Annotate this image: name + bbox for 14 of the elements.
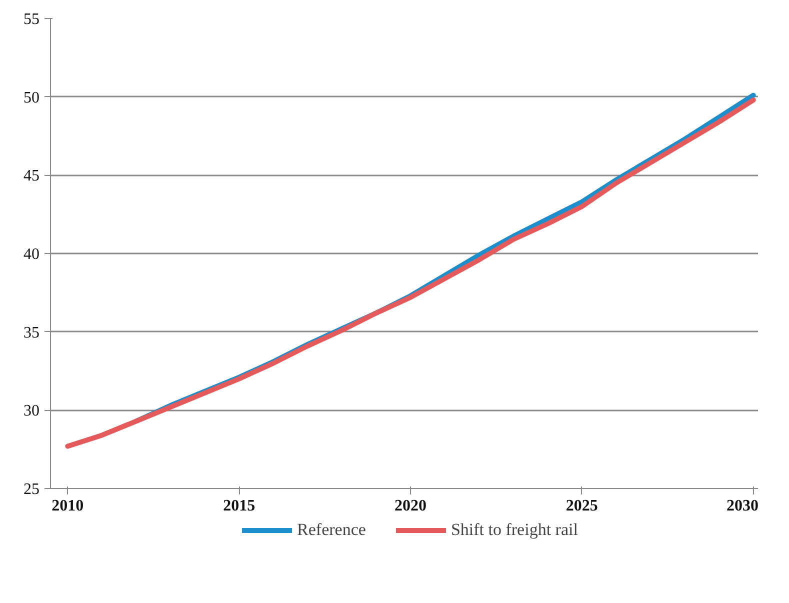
y-tick-label: 35	[24, 324, 40, 342]
y-tick-label: 55	[24, 11, 40, 28]
x-tick-label: 2010	[52, 498, 84, 514]
y-tick-label: 45	[24, 168, 40, 185]
y-tick-label: 50	[24, 89, 40, 106]
legend-label: Shift to freight rail	[450, 520, 578, 540]
x-tick-label: 2020	[394, 498, 426, 514]
x-tick-label: 2030	[726, 498, 758, 514]
y-tick-label: 40	[24, 246, 40, 263]
x-tick-label: 2025	[566, 498, 598, 514]
legend-label: Reference	[297, 520, 366, 540]
y-tick-label: 30	[24, 402, 40, 420]
x-tick-label: 2015	[223, 498, 256, 514]
y-tick-label: 25	[24, 481, 40, 498]
